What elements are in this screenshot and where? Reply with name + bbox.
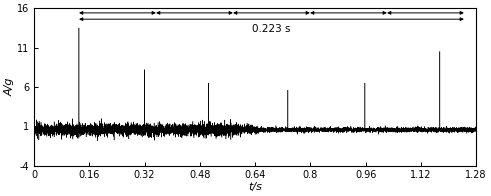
Y-axis label: A/g: A/g bbox=[4, 78, 14, 96]
Text: 0.223 s: 0.223 s bbox=[252, 24, 291, 34]
X-axis label: t/s: t/s bbox=[248, 182, 262, 192]
